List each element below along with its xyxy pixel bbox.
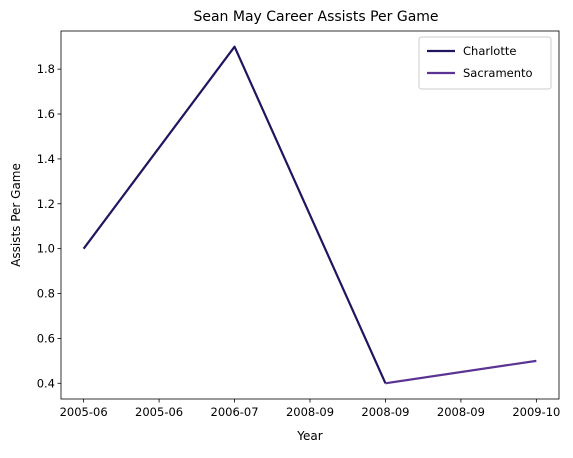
y-tick-label: 0.8 xyxy=(37,287,55,301)
x-tick-label: 2005-06 xyxy=(135,405,183,419)
y-tick-label: 0.6 xyxy=(37,331,55,345)
x-tick-label: 2006-07 xyxy=(211,405,259,419)
x-tick-label: 2009-10 xyxy=(512,405,560,419)
series-line-sacramento xyxy=(385,359,537,385)
plot-frame xyxy=(60,30,560,400)
legend-label: Charlotte xyxy=(463,44,516,58)
y-tick-label: 1.0 xyxy=(37,242,55,256)
x-tick-label: 2008-09 xyxy=(361,405,409,419)
y-tick-label: 0.4 xyxy=(37,376,55,390)
x-tick-label: 2008-09 xyxy=(437,405,485,419)
y-tick-label: 1.4 xyxy=(37,152,55,166)
plot-layer: 0.4 0.6 0.8 1.0 1.2 1.4 1.6 1.8 2005-06 2005-06 20… xyxy=(37,45,560,419)
legend-label: Sacramento xyxy=(463,66,533,80)
x-tick-label: 2005-06 xyxy=(60,405,108,419)
y-tick-label: 1.8 xyxy=(37,62,55,76)
y-tick-label: 1.2 xyxy=(37,197,55,211)
y-tick-label: 1.6 xyxy=(37,107,55,121)
x-axis-label: Year xyxy=(296,429,322,443)
x-tick-label: 2008-09 xyxy=(286,405,334,419)
chart-title: Sean May Career Assists Per Game xyxy=(193,9,438,25)
y-axis-label: Assists Per Game xyxy=(9,163,23,267)
legend: Charlotte Sacramento xyxy=(418,36,552,90)
series-line-charlotte xyxy=(82,45,387,384)
